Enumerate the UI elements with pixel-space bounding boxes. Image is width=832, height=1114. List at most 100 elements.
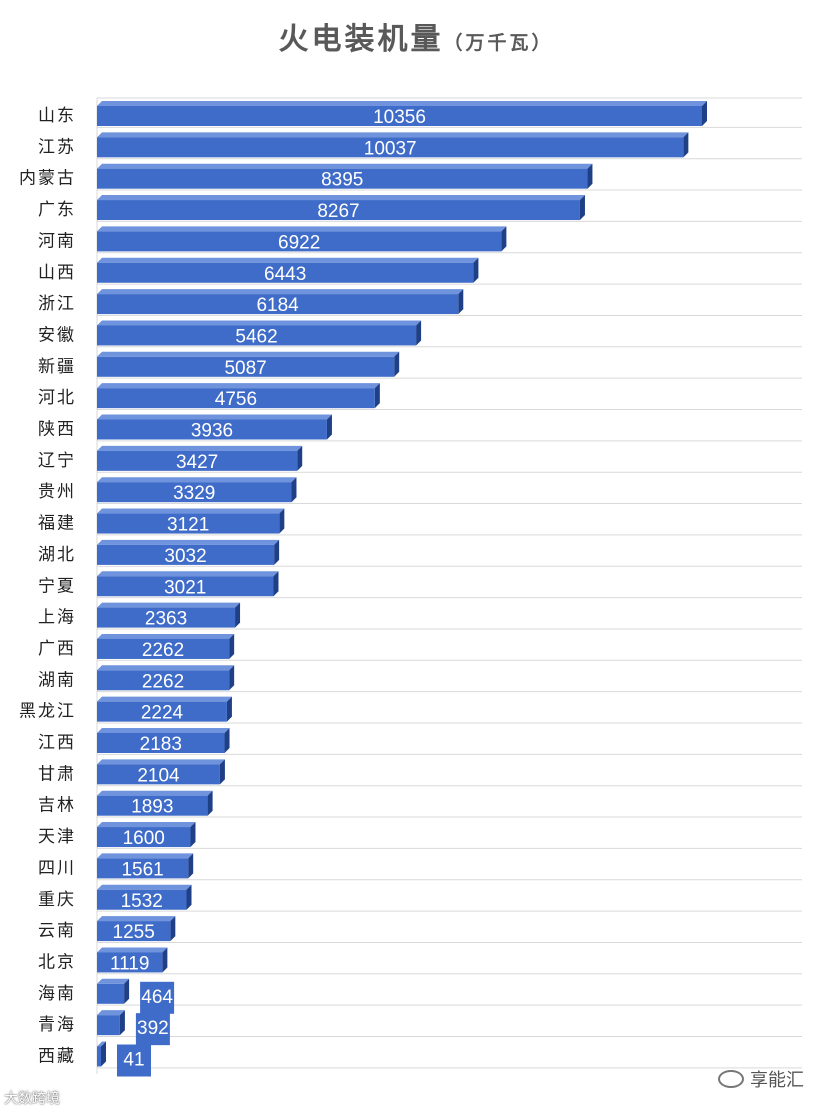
value-label: 10356 [373,107,426,128]
value-label: 2262 [142,671,184,692]
bar-top-face [97,916,176,922]
bar-side-face [207,790,213,816]
bar-side-face [683,132,689,158]
watermark-left-text: 大数跨境 [4,1091,60,1107]
bar [97,200,580,221]
category-label: 吉林 [38,796,76,816]
bar-side-face [190,822,196,848]
bar-top-face [97,978,130,984]
bar [97,419,327,440]
bar-top-face [97,822,196,828]
value-label: 5087 [224,358,266,379]
value-label: 3121 [167,515,209,536]
value-label: 4756 [215,389,257,410]
value-label-box [135,1013,170,1046]
category-label: 江苏 [38,137,76,157]
bar-top-face [97,665,235,671]
bar-top-face [97,101,707,106]
bar [97,733,225,753]
bar-side-face [458,289,464,315]
value-label: 6922 [278,232,320,253]
value-label: 6184 [256,295,299,316]
bar-top-face [97,1010,125,1016]
value-label: 3329 [173,483,215,504]
value-label: 8267 [317,201,359,222]
bar [97,576,274,597]
bar-side-face [124,978,130,1004]
bar [97,262,474,283]
value-label: 2262 [142,640,184,661]
category-label: 湖北 [38,545,76,565]
bar-top-face [97,571,279,577]
bar [97,889,187,910]
value-label-box [140,981,175,1014]
bar-side-face [219,759,225,785]
bar [97,168,588,189]
category-label: 黑龙江 [19,702,76,722]
watermark-right-text: 享能汇 [750,1070,804,1091]
category-label: 福建 [38,514,76,534]
category-label: 山西 [38,263,76,283]
bar-side-face [579,195,585,221]
value-label: 3021 [164,577,206,598]
bar [97,325,417,346]
chart-title-main: 火电装机量 [278,22,444,57]
category-label: 海南 [38,984,76,1004]
category-label: 宁夏 [38,576,76,596]
category-label: 湖南 [38,670,76,690]
bar-top-face [97,163,593,169]
value-label: 2224 [141,703,184,724]
category-label: 山东 [38,106,76,126]
watermark-left: 大数跨境 [4,1088,60,1108]
value-label: 2183 [140,734,182,755]
bar [97,607,236,628]
bar [97,638,230,659]
bar-top-face [97,289,464,295]
bar-top-face [97,539,280,545]
bar-top-face [97,884,192,890]
bar-side-face [119,1010,125,1036]
chart-title: 火电装机量（万千瓦） [0,14,832,58]
bar-top-face [97,320,422,326]
category-label: 甘肃 [38,764,76,784]
bar [97,795,208,816]
bar [97,137,684,158]
value-label: 8395 [321,170,363,191]
bar-side-face [226,696,232,722]
bar-side-face [273,571,279,597]
category-label: 上海 [38,608,76,628]
bar-top-face [97,1041,106,1047]
value-label: 41 [123,1050,144,1071]
value-label: 1893 [131,797,173,818]
value-label: 1255 [113,922,155,943]
category-label: 贵州 [38,482,76,502]
bar-side-face [186,884,192,910]
value-label: 1119 [110,953,149,974]
category-label: 北京 [38,952,76,972]
bar [97,544,275,565]
category-label: 新疆 [38,357,76,377]
value-label: 1600 [123,828,165,849]
chart-title-unit: （万千瓦） [443,32,554,54]
category-label: 浙江 [38,294,76,314]
value-label: 3936 [191,421,233,442]
bar-side-face [170,916,176,942]
bar [97,701,227,722]
bar-top-face [97,947,168,953]
bar-side-face [101,1041,106,1067]
bar-side-face [587,163,593,189]
bar [97,952,163,973]
category-label: 青海 [38,1015,76,1035]
bar-top-face [97,132,689,138]
category-label: 天津 [38,827,76,847]
value-label: 2363 [145,609,187,630]
bar-top-face [97,226,507,232]
category-label: 广西 [38,639,76,659]
category-label: 江西 [38,733,76,753]
bar [97,106,702,126]
value-label: 2104 [137,765,180,786]
category-label: 河北 [38,388,76,408]
bar-side-face [188,853,194,879]
bar-top-face [97,759,225,765]
